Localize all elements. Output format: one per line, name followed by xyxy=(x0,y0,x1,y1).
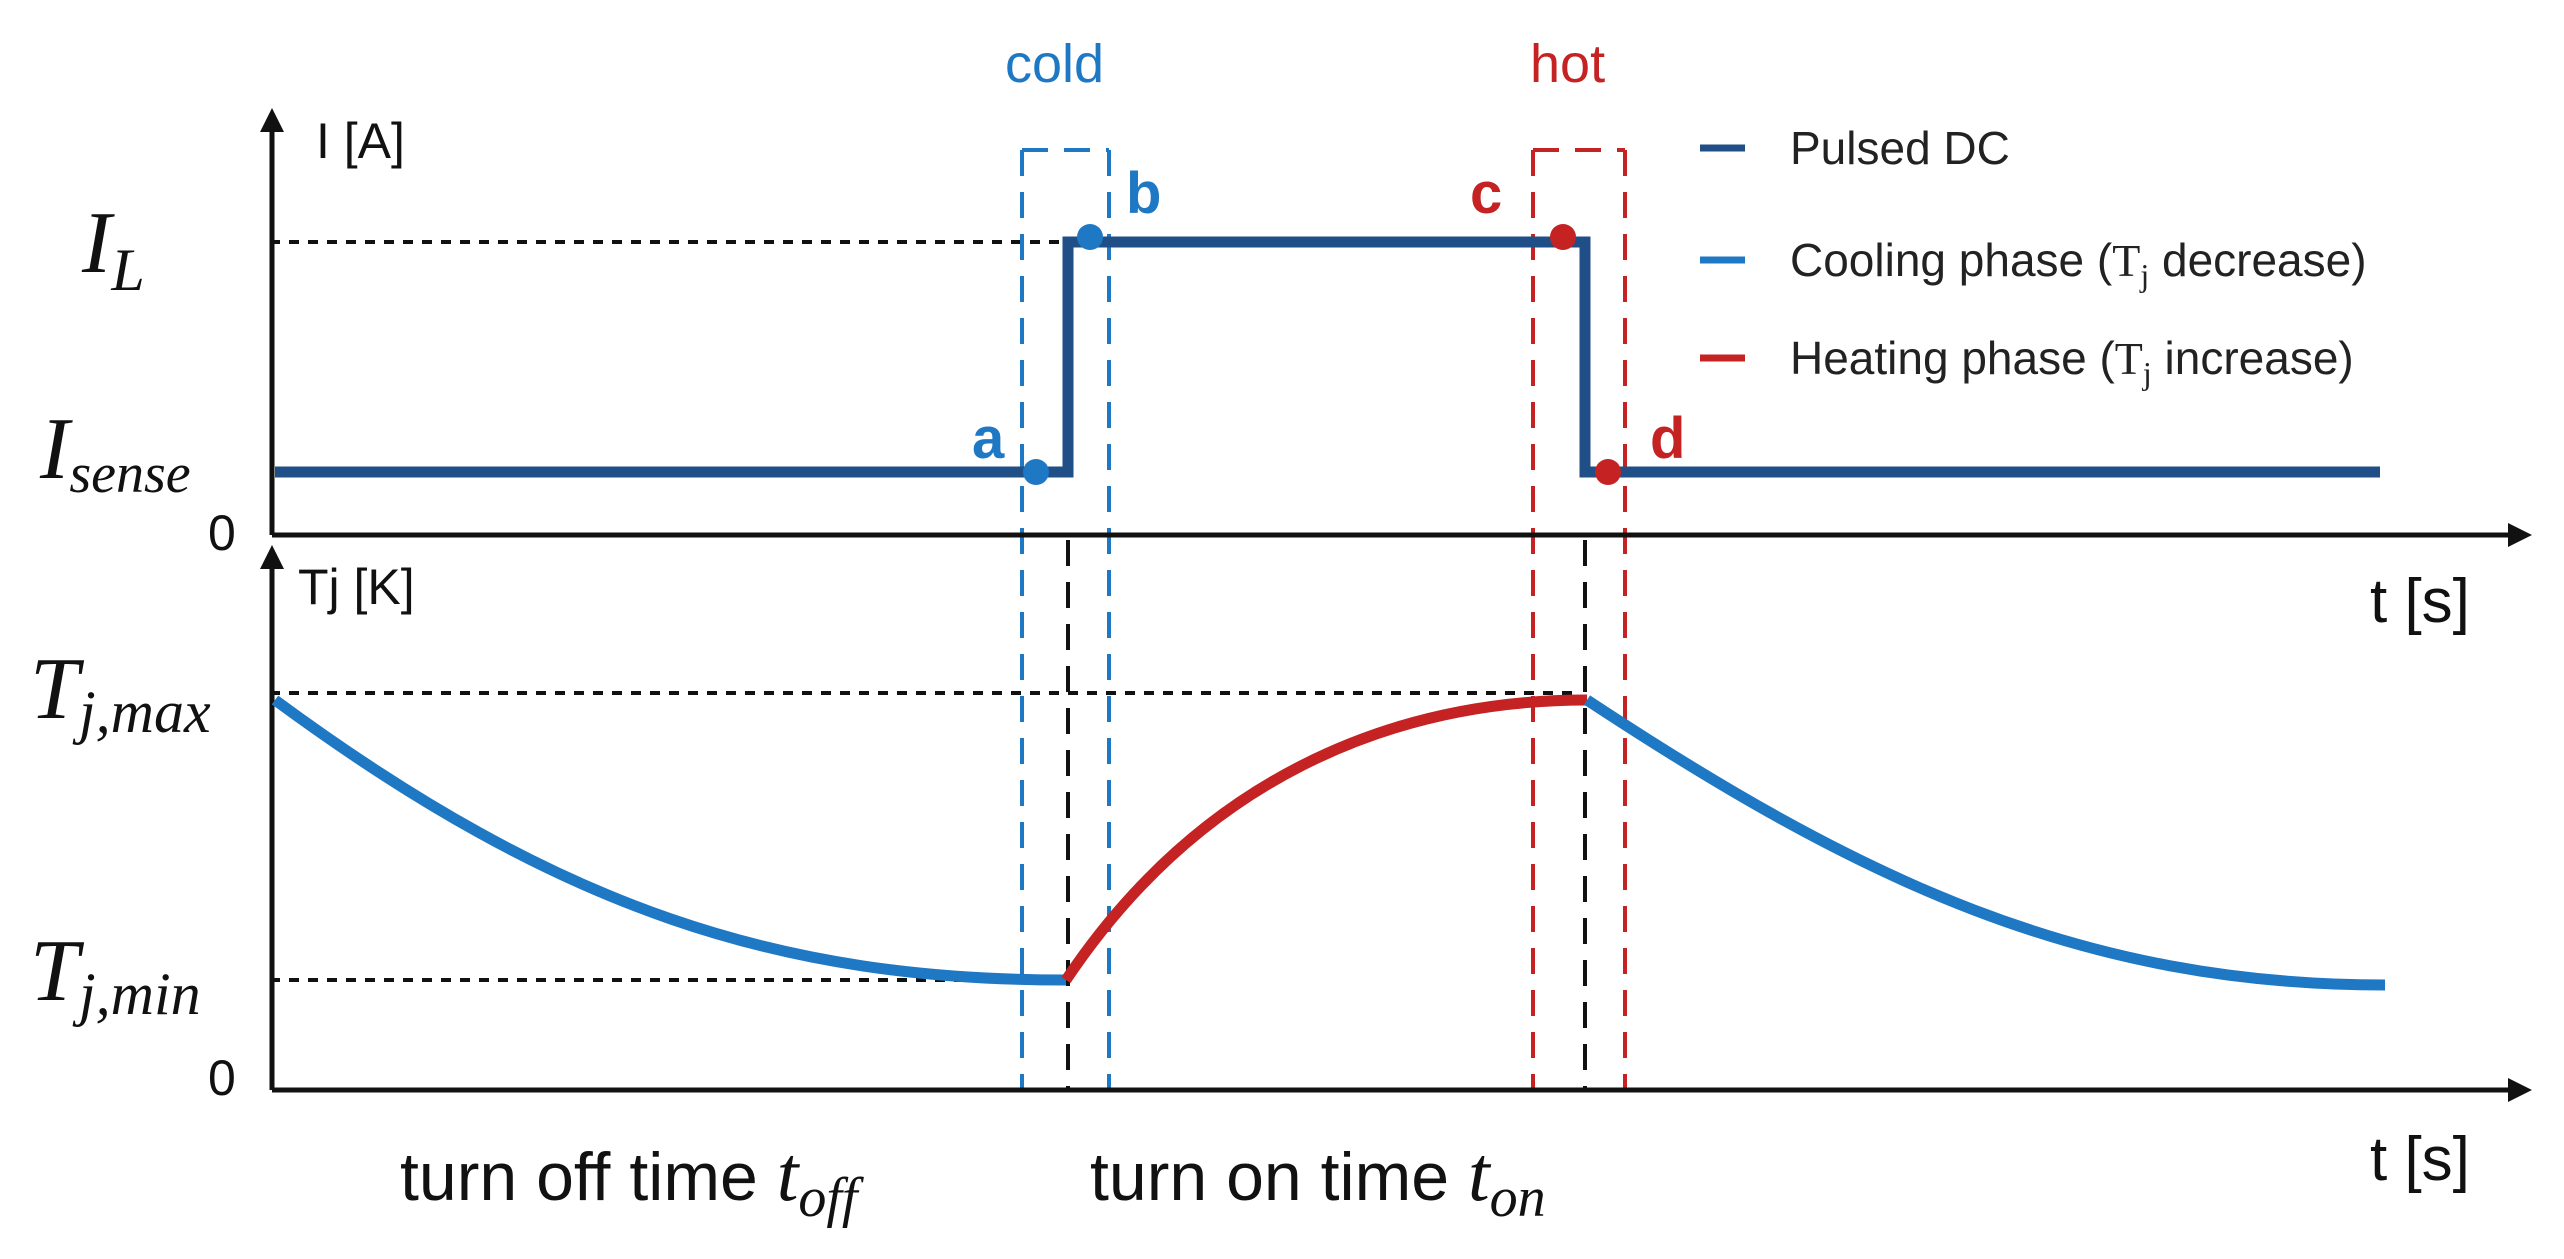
legend: Pulsed DC Cooling phase (Tj decrease) He… xyxy=(1700,122,2367,391)
legend-heating-j: j xyxy=(2142,355,2152,391)
top-x-axis-arrow xyxy=(2508,523,2532,547)
hot-phase-lines xyxy=(1531,148,1627,1090)
bottom-zero-label: 0 xyxy=(208,1050,236,1106)
turn-on-time-label: turn on time ton xyxy=(1090,1130,1546,1229)
bottom-x-axis-arrow xyxy=(2508,1078,2532,1102)
legend-cooling-suffix: decrease) xyxy=(2149,234,2366,286)
point-a-marker xyxy=(1023,459,1049,485)
turn-off-symbol: t xyxy=(777,1130,801,1217)
top-zero-label: 0 xyxy=(208,505,236,561)
pulsed-dc-waveform xyxy=(275,236,2380,478)
point-c-label: c xyxy=(1470,161,1502,226)
il-sub: L xyxy=(110,237,144,303)
tj-cooling-curve-right xyxy=(1583,695,2386,991)
il-main: I xyxy=(81,195,115,292)
point-c-marker xyxy=(1550,224,1576,250)
axes xyxy=(260,108,2532,1102)
bottom-y-axis-label: Tj [K] xyxy=(298,559,415,615)
legend-cooling-T: T xyxy=(2112,235,2140,286)
bottom-y-axis-arrow xyxy=(260,545,284,569)
point-b-marker xyxy=(1077,224,1103,250)
hot-phase-label: hot xyxy=(1530,34,1605,94)
turn-off-subscript: off xyxy=(798,1167,865,1229)
legend-pulsed-label: Pulsed DC xyxy=(1790,122,2010,174)
waveform-points: a b c d xyxy=(972,161,1685,485)
top-y-axis-arrow xyxy=(260,108,284,132)
legend-heating-prefix: Heating phase ( xyxy=(1790,332,2115,384)
point-d-marker xyxy=(1595,459,1621,485)
legend-heating-label: Heating phase (Tj increase) xyxy=(1790,332,2354,391)
turn-on-text: turn on time xyxy=(1090,1139,1468,1215)
turn-on-subscript: on xyxy=(1490,1167,1546,1229)
turn-on-symbol: t xyxy=(1468,1130,1492,1217)
tj-heating-curve xyxy=(1061,694,1588,984)
cold-phase-lines xyxy=(1020,148,1111,1090)
cold-phase-label: cold xyxy=(1005,34,1104,94)
top-y-axis-label: I [A] xyxy=(316,113,405,169)
isense-sub: sense xyxy=(69,443,190,505)
legend-heating-suffix: increase) xyxy=(2152,332,2354,384)
legend-cooling-prefix: Cooling phase ( xyxy=(1790,234,2113,286)
turn-off-text: turn off time xyxy=(400,1139,777,1215)
tj-cooling-curve-left xyxy=(271,695,1067,986)
tjmin-sub: j,min xyxy=(72,961,201,1027)
isense-level-label: Isense xyxy=(39,401,191,505)
il-level-label: IL xyxy=(81,195,145,303)
switching-instant-lines xyxy=(1066,540,1587,1090)
point-b-label: b xyxy=(1126,161,1161,226)
top-x-axis-label: t [s] xyxy=(2370,567,2470,636)
point-d-label: d xyxy=(1650,406,1685,471)
turn-off-time-label: turn off time toff xyxy=(400,1130,865,1229)
point-a-label: a xyxy=(972,406,1005,471)
bottom-x-axis-label: t [s] xyxy=(2370,1125,2470,1194)
legend-cooling-j: j xyxy=(2139,257,2149,293)
legend-cooling-label: Cooling phase (Tj decrease) xyxy=(1790,234,2367,293)
tjmax-sub: j,max xyxy=(72,679,211,745)
reference-lines xyxy=(270,240,1580,982)
tjmax-level-label: Tj,max xyxy=(30,641,211,745)
tjmin-level-label: Tj,min xyxy=(30,923,201,1027)
tjmin-main: T xyxy=(30,923,85,1020)
legend-heating-T: T xyxy=(2115,333,2143,384)
tjmax-main: T xyxy=(30,641,85,738)
isense-main: I xyxy=(39,401,73,498)
